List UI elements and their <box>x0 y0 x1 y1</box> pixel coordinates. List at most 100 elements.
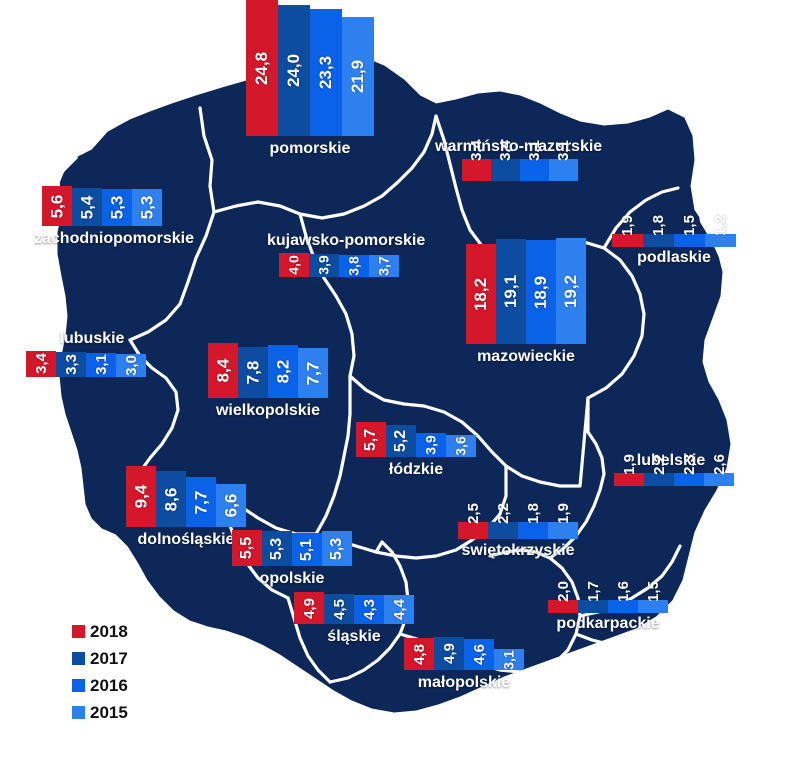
bar-lubuskie-2017[interactable]: 3,3 <box>56 351 86 377</box>
bar-lodzkie-2015[interactable]: 3,6 <box>446 435 476 457</box>
region-lodzkie[interactable]: 5,7 5,2 3,9 3,6 łódzkie <box>356 422 476 479</box>
bar-podlaskie-2017[interactable]: 1,8 <box>643 215 674 247</box>
bar-opolskie-2017[interactable]: 5,3 <box>262 531 292 566</box>
bar-value: 24,0 <box>284 53 304 88</box>
bar-mazowieckie-2018[interactable]: 18,2 <box>466 244 496 344</box>
bar-wielkopolskie-2016[interactable]: 8,2 <box>268 345 298 398</box>
region-opolskie[interactable]: 5,5 5,3 5,1 5,3 opolskie <box>232 530 352 588</box>
bar-swietokrzyskie-2015[interactable]: 1,9 <box>548 503 578 539</box>
bar-dolnoslaskie-2018[interactable]: 9,4 <box>126 466 156 527</box>
bar-podkarpackie-2016[interactable]: 1,6 <box>608 581 638 613</box>
bar-value: 18,2 <box>471 277 491 311</box>
bar-podlaskie-2015[interactable]: 1,2 <box>705 215 736 247</box>
bar-podlaskie-2018[interactable]: 1,9 <box>612 215 643 247</box>
region-podlaskie[interactable]: 1,9 1,8 1,5 1,2 podlaskie <box>612 215 736 267</box>
bar-warminsko-mazurskie-2015[interactable]: 3,1 <box>549 140 578 181</box>
region-swietokrzyskie[interactable]: 2,5 2,2 1,8 1,9 świętokrzyskie <box>458 503 578 560</box>
region-dolnoslaskie[interactable]: 9,4 8,6 7,7 6,6 dolnośląskie <box>126 466 246 549</box>
bar-podkarpackie-2015[interactable]: 1,5 <box>638 581 668 613</box>
bar-dolnoslaskie-2017[interactable]: 8,6 <box>156 471 186 527</box>
bar-lodzkie-2017[interactable]: 5,2 <box>386 425 416 457</box>
bar-warminsko-mazurskie-2018[interactable]: 3,4 <box>462 140 491 181</box>
bar-kujawsko-pomorskie-2018[interactable]: 4,0 <box>279 252 309 277</box>
region-kujawsko-pomorskie[interactable]: kujawsko-pomorskie 4,0 3,9 3,8 3,7 <box>267 232 425 277</box>
bar-pomorskie-2017[interactable]: 24,0 <box>278 5 310 136</box>
legend-label: 2017 <box>90 648 128 668</box>
region-malopolskie[interactable]: 4,8 4,9 4,6 3,1 małopolskie <box>404 637 524 692</box>
region-zachodniopomorskie[interactable]: 5,6 5,4 5,3 5,3 zachodniopomorskie <box>34 186 194 248</box>
bar-malopolskie-2016[interactable]: 4,6 <box>464 639 494 670</box>
bar-opolskie-2016[interactable]: 5,1 <box>292 533 322 566</box>
bar-lodzkie-2016[interactable]: 3,9 <box>416 433 446 457</box>
legend-item-2018[interactable]: 2018 <box>72 618 128 645</box>
bar-lubelskie-2018[interactable]: 1,9 <box>614 454 644 486</box>
bar-malopolskie-2015[interactable]: 3,1 <box>494 649 524 670</box>
region-pomorskie[interactable]: 24,8 24,0 23,3 21,9 pomorskie <box>246 0 374 158</box>
bar-wielkopolskie-2017[interactable]: 7,8 <box>238 347 268 398</box>
bar-value: 4,3 <box>360 599 378 620</box>
bar-wielkopolskie-2015[interactable]: 7,7 <box>298 348 328 398</box>
region-label-lubuskie: lubuskie <box>59 330 125 347</box>
bar-lubuskie-2018[interactable]: 3,4 <box>26 350 56 377</box>
bar-slaskie-2018[interactable]: 4,9 <box>294 592 324 624</box>
bar-value: 7,7 <box>303 361 323 385</box>
bar-zachodniopomorskie-2018[interactable]: 5,6 <box>42 186 72 226</box>
bars-opolskie: 5,5 5,3 5,1 5,3 <box>232 530 352 566</box>
bar-value: 3,0 <box>122 354 140 376</box>
bar-zachodniopomorskie-2016[interactable]: 5,3 <box>102 189 132 226</box>
bar-lubelskie-2015[interactable]: 2,6 <box>704 454 734 486</box>
bar-wielkopolskie-2018[interactable]: 8,4 <box>208 343 238 398</box>
bar-lubelskie-2017[interactable]: 2,2 <box>644 454 674 486</box>
bar-mazowieckie-2017[interactable]: 19,1 <box>496 239 526 344</box>
bar-swietokrzyskie-2016[interactable]: 1,8 <box>518 503 548 539</box>
bar-pomorskie-2018[interactable]: 24,8 <box>246 0 278 136</box>
bar-opolskie-2018[interactable]: 5,5 <box>232 530 262 566</box>
legend-item-2015[interactable]: 2015 <box>72 699 128 726</box>
bar-value: 4,9 <box>440 643 458 664</box>
bar-lubuskie-2015[interactable]: 3,0 <box>116 353 146 377</box>
bar-slaskie-2017[interactable]: 4,5 <box>324 594 354 624</box>
bar-pomorskie-2016[interactable]: 23,3 <box>310 9 342 136</box>
bar-mazowieckie-2016[interactable]: 18,9 <box>526 240 556 344</box>
bar-swietokrzyskie-2018[interactable]: 2,5 <box>458 503 488 539</box>
bar-zachodniopomorskie-2015[interactable]: 5,3 <box>132 189 162 226</box>
bar-slaskie-2016[interactable]: 4,3 <box>354 595 384 624</box>
bar-value: 1,9 <box>620 453 638 475</box>
region-warminsko-mazurskie[interactable]: warmińsko-mazurskie 3,4 3,4 3,1 3,1 <box>435 138 602 181</box>
bar-kujawsko-pomorskie-2016[interactable]: 3,8 <box>339 254 369 277</box>
bars-malopolskie: 4,8 4,9 4,6 3,1 <box>404 637 524 670</box>
region-lubelskie[interactable]: lubelskie 1,9 2,2 2,3 2,6 <box>608 452 734 486</box>
bar-kujawsko-pomorskie-2015[interactable]: 3,7 <box>369 254 399 277</box>
bar-pomorskie-2015[interactable]: 21,9 <box>342 17 374 136</box>
legend-item-2016[interactable]: 2016 <box>72 672 128 699</box>
bar-malopolskie-2017[interactable]: 4,9 <box>434 637 464 670</box>
bar-lodzkie-2018[interactable]: 5,7 <box>356 422 386 457</box>
region-label-warminsko-mazurskie: warmińsko-mazurskie <box>435 138 603 155</box>
bar-podlaskie-2016[interactable]: 1,5 <box>674 215 705 247</box>
bar-lubuskie-2016[interactable]: 3,1 <box>86 352 116 377</box>
bar-warminsko-mazurskie-2017[interactable]: 3,4 <box>491 140 520 181</box>
bar-dolnoslaskie-2016[interactable]: 7,7 <box>186 477 216 527</box>
bar-zachodniopomorskie-2017[interactable]: 5,4 <box>72 188 102 226</box>
bar-mazowieckie-2015[interactable]: 19,2 <box>556 238 586 344</box>
bar-podkarpackie-2018[interactable]: 2,0 <box>548 581 578 613</box>
bar-swietokrzyskie-2017[interactable]: 2,2 <box>488 503 518 539</box>
bar-dolnoslaskie-2015[interactable]: 6,6 <box>216 484 246 527</box>
border-zachodniopomorskie-east <box>128 106 216 342</box>
region-slaskie[interactable]: 4,9 4,5 4,3 4,4 śląskie <box>294 592 414 646</box>
bars-warminsko-mazurskie: 3,4 3,4 3,1 3,1 <box>462 140 602 181</box>
region-wielkopolskie[interactable]: 8,4 7,8 8,2 7,7 wielkopolskie <box>208 343 328 420</box>
bar-value: 5,1 <box>298 538 315 561</box>
bar-podkarpackie-2017[interactable]: 1,7 <box>578 581 608 613</box>
bar-slaskie-2015[interactable]: 4,4 <box>384 595 414 624</box>
region-mazowieckie[interactable]: 18,2 19,1 18,9 19,2 mazowieckie <box>466 238 586 366</box>
legend-item-2017[interactable]: 2017 <box>72 645 128 672</box>
region-podkarpackie[interactable]: 2,0 1,7 1,6 1,5 podkarpackie <box>548 581 668 633</box>
region-label-podkarpackie: podkarpackie <box>556 615 660 632</box>
bar-opolskie-2015[interactable]: 5,3 <box>322 531 352 566</box>
bar-malopolskie-2018[interactable]: 4,8 <box>404 638 434 670</box>
bar-warminsko-mazurskie-2016[interactable]: 3,1 <box>520 140 549 181</box>
bar-lubelskie-2016[interactable]: 2,3 <box>674 454 704 486</box>
bar-kujawsko-pomorskie-2017[interactable]: 3,9 <box>309 253 339 277</box>
region-lubuskie[interactable]: lubuskie 3,4 3,3 3,1 3,0 <box>26 330 146 377</box>
